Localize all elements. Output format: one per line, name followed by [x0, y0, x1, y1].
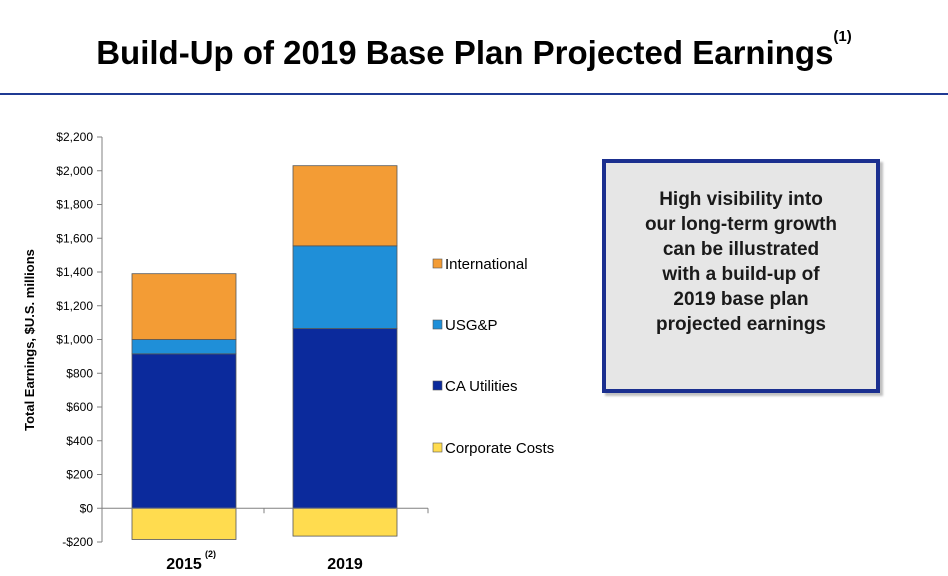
callout-box: High visibility into our long-term growt…	[602, 159, 880, 393]
slide-title-text: Build-Up of 2019 Base Plan Projected Ear…	[96, 34, 834, 71]
callout-line: projected earnings	[656, 314, 826, 335]
title-footnote: (1)	[833, 28, 852, 45]
x-category-label: 2015	[166, 556, 202, 573]
callout-line: our long-term growth	[644, 214, 838, 235]
y-tick-label: $1,200	[56, 299, 93, 313]
bar-segment	[292, 328, 398, 509]
y-tick-label: $2,000	[56, 164, 93, 178]
bar-segment	[131, 339, 237, 355]
callout-line: can be illustrated	[662, 239, 820, 260]
bar-segment	[292, 165, 398, 247]
bar-segment	[292, 507, 398, 537]
y-tick-label: $600	[66, 400, 93, 414]
y-tick-label: $2,200	[56, 130, 93, 144]
bar-stacks	[131, 165, 398, 540]
y-tick-label: $200	[66, 468, 93, 482]
legend-swatch	[432, 319, 443, 330]
y-tick-label: $400	[66, 434, 93, 448]
legend: International USG&P CA Utilities Corporate …	[432, 256, 554, 457]
callout-line: High visibility into	[659, 189, 823, 210]
legend-label: CA Utilities	[445, 378, 518, 395]
callout-line: 2019 base plan	[673, 289, 809, 310]
y-tick-label: -$200	[62, 535, 93, 549]
bar-segment	[131, 353, 237, 509]
y-tick-label: $1,800	[56, 198, 93, 212]
legend-swatch	[432, 380, 443, 391]
slide-title: Build-Up of 2019 Base Plan Projected Ear…	[0, 28, 948, 72]
bar-segment	[131, 273, 237, 340]
bar-segment	[131, 507, 237, 540]
x-category-footnote: (2)	[205, 549, 216, 559]
legend-swatch	[432, 442, 443, 453]
x-category-label: 2019	[327, 556, 363, 573]
legend-label: Corporate Costs	[445, 440, 554, 457]
y-axis-label: Total Earnings, $U.S. millions	[22, 249, 37, 431]
y-tick-label: $0	[80, 501, 94, 515]
callout-text: High visibility into our long-term growt…	[645, 187, 837, 337]
y-tick-label: $1,000	[56, 333, 93, 347]
legend-label: USG&P	[445, 317, 498, 334]
y-tick-label: $1,600	[56, 231, 93, 245]
y-tick-label: $800	[66, 366, 93, 380]
legend-label: International	[445, 256, 528, 273]
title-divider	[0, 93, 948, 95]
y-tick-label: $1,400	[56, 265, 93, 279]
callout-line: with a build-up of	[662, 264, 820, 285]
bar-segment	[292, 245, 398, 329]
legend-swatch	[432, 258, 443, 269]
y-axis: -$200 $0 $200 $400 $600 $800 $1,000 $1,200 $1,40…	[56, 130, 103, 549]
x-axis: 2015(2) 2019	[101, 507, 429, 573]
